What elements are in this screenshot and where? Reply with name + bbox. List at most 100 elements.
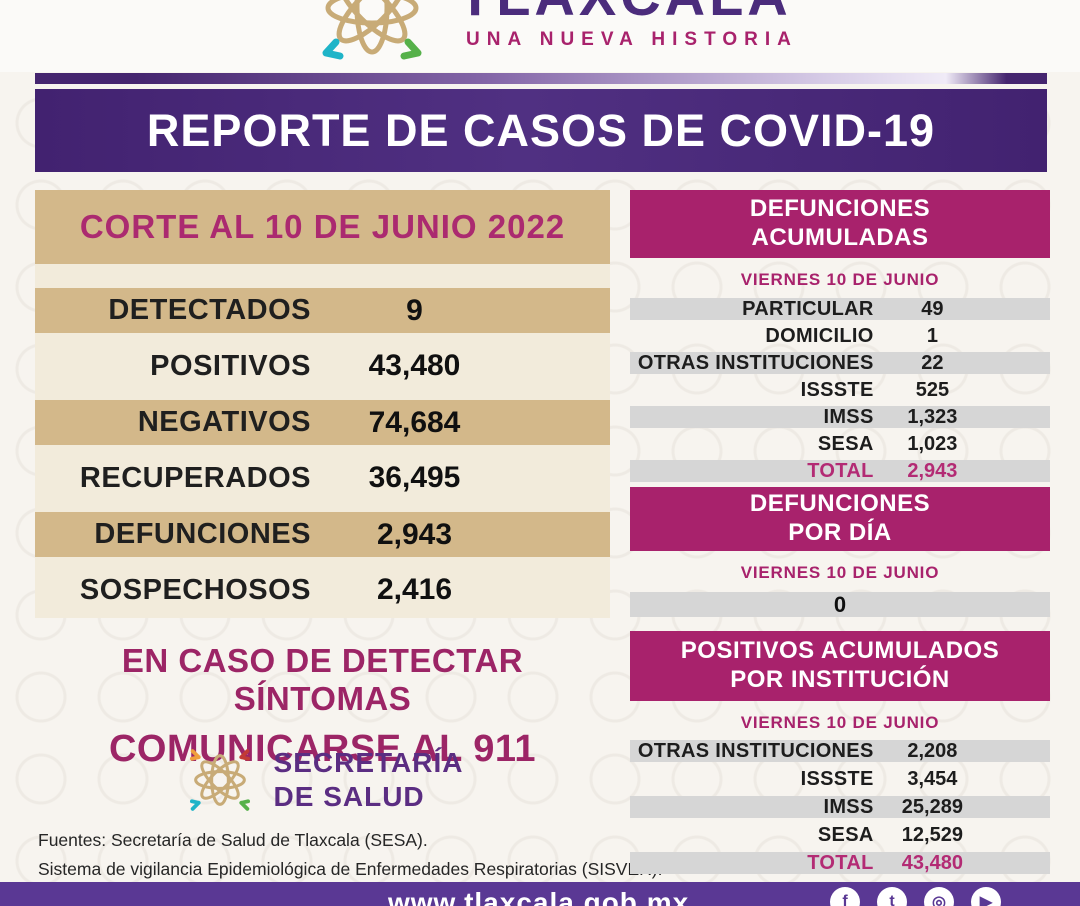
- sources-note: Fuentes: Secretaría de Salud de Tlaxcala…: [38, 826, 683, 884]
- row-label: SOSPECHOSOS: [79, 573, 311, 606]
- row-value: 49: [921, 297, 944, 320]
- twitter-icon[interactable]: t: [877, 887, 907, 906]
- decorative-gradient-stripe: [35, 73, 1047, 84]
- brand-tagline: UNA NUEVA HISTORIA: [466, 29, 798, 50]
- row-otras-instituciones: OTRAS INSTITUCIONES 22: [630, 352, 1050, 374]
- footer-website-link[interactable]: www.tlaxcala.gob.mx: [388, 887, 690, 906]
- row-total-deaths: TOTAL 2,943: [630, 460, 1050, 482]
- row-value: 12,529: [901, 823, 963, 846]
- deaths-accumulated-banner: DEFUNCIONES ACUMULADAS: [630, 190, 1050, 258]
- health-ministry-name: SECRETARÍA DE SALUD: [274, 746, 464, 813]
- health-ministry-logo: SECRETARÍA DE SALUD: [35, 742, 610, 818]
- row-value: 525: [915, 378, 950, 401]
- row-label: IMSS: [823, 405, 874, 428]
- brand-name: TLAXCALA: [458, 0, 792, 24]
- row-value: 43,480: [901, 851, 963, 874]
- row-label: OTRAS INSTITUCIONES: [637, 351, 874, 374]
- row-sesa: SESA 12,529: [630, 824, 1050, 846]
- stat-row-sospechosos: SOSPECHOSOS 2,416: [35, 562, 610, 618]
- stat-row-negativos: NEGATIVOS 74,684: [35, 394, 610, 450]
- row-value: 22: [921, 351, 944, 374]
- report-title-banner: REPORTE DE CASOS DE COVID-19: [35, 89, 1047, 172]
- banner-line1: POSITIVOS ACUMULADOS: [680, 637, 1000, 665]
- row-label: SESA: [817, 432, 874, 455]
- row-label: ISSSTE: [800, 378, 874, 401]
- row-issste: ISSSTE 3,454: [630, 768, 1050, 790]
- deaths-per-day-value: 0: [833, 591, 847, 617]
- ministry-line1: SECRETARÍA: [273, 747, 464, 779]
- cta-line2: COMUNICARSE AL 911: [108, 728, 537, 770]
- row-value: 2,943: [376, 517, 453, 551]
- symptoms-call-to-action: EN CASO DE DETECTAR SÍNTOMAS COMUNICARSE…: [35, 642, 610, 771]
- footer-bar: www.tlaxcala.gob.mx f t ◎ ▶: [0, 882, 1080, 906]
- row-value: 9: [406, 293, 423, 327]
- row-issste: ISSSTE 525: [630, 379, 1050, 401]
- sources-line2: Sistema de vigilancia Epidemiológica de …: [38, 858, 663, 879]
- row-value: 1: [926, 324, 938, 347]
- deaths-accumulated-date: VIERNES 10 DE JUNIO: [740, 270, 940, 289]
- stat-row-defunciones: DEFUNCIONES 2,943: [35, 506, 610, 562]
- row-label: POSITIVOS: [150, 349, 311, 382]
- row-label: TOTAL: [807, 459, 874, 482]
- banner-line1: DEFUNCIONES: [749, 490, 931, 518]
- page-header: TLAXCALA UNA NUEVA HISTORIA: [0, 0, 1080, 72]
- row-value: 1,323: [907, 405, 958, 428]
- row-imss: IMSS 1,323: [630, 406, 1050, 428]
- row-label: ISSSTE: [800, 767, 874, 790]
- row-label: DOMICILIO: [765, 324, 874, 347]
- row-label: DEFUNCIONES: [94, 518, 311, 550]
- row-label: RECUPERADOS: [79, 461, 311, 494]
- summary-panel: CORTE AL 10 DE JUNIO 2022 DETECTADOS 9 P…: [35, 190, 610, 618]
- row-value: 3,454: [907, 767, 958, 790]
- row-value: 36,495: [368, 461, 461, 494]
- row-label: OTRAS INSTITUCIONES: [637, 739, 874, 762]
- row-domicilio: DOMICILIO 1: [630, 325, 1050, 347]
- row-value: 2,416: [376, 573, 453, 606]
- banner-line2: POR DÍA: [788, 519, 892, 546]
- deaths-per-day-date: VIERNES 10 DE JUNIO: [740, 563, 940, 582]
- summary-panel-header: CORTE AL 10 DE JUNIO 2022: [35, 190, 610, 264]
- instagram-icon[interactable]: ◎: [924, 887, 954, 906]
- deaths-per-day-value-row: 0: [630, 592, 1050, 617]
- deaths-per-day-banner: DEFUNCIONES POR DÍA: [630, 487, 1050, 551]
- banner-line2: POR INSTITUCIÓN: [730, 666, 950, 693]
- tlaxcala-flower-icon: [322, 0, 422, 60]
- ministry-line2: DE SALUD: [273, 781, 425, 812]
- positives-by-institution-banner: POSITIVOS ACUMULADOS POR INSTITUCIÓN: [630, 631, 1050, 701]
- row-total-positives: TOTAL 43,480: [630, 852, 1050, 874]
- row-value: 2,208: [907, 739, 958, 762]
- report-title: REPORTE DE CASOS DE COVID-19: [146, 104, 936, 156]
- stat-row-detectados: DETECTADOS 9: [35, 282, 610, 338]
- statistics-sidebar: DEFUNCIONES ACUMULADAS VIERNES 10 DE JUN…: [630, 190, 1050, 880]
- salud-flower-icon: [189, 749, 250, 811]
- panel-spacer: [35, 264, 610, 282]
- row-value: 1,023: [907, 432, 958, 455]
- cta-line1: EN CASO DE DETECTAR SÍNTOMAS: [121, 642, 524, 717]
- row-label: SESA: [817, 823, 874, 846]
- banner-line2: ACUMULADAS: [751, 224, 929, 251]
- row-label: IMSS: [823, 795, 874, 818]
- facebook-icon[interactable]: f: [830, 887, 860, 906]
- row-value: 2,943: [907, 459, 958, 482]
- stat-row-positivos: POSITIVOS 43,480: [35, 338, 610, 394]
- row-label: DETECTADOS: [108, 294, 311, 326]
- row-otras-instituciones: OTRAS INSTITUCIONES 2,208: [630, 740, 1050, 762]
- row-value: 25,289: [901, 795, 963, 818]
- row-label: NEGATIVOS: [137, 406, 311, 438]
- positives-by-institution-table: OTRAS INSTITUCIONES 2,208 ISSSTE 3,454 I…: [630, 740, 1050, 874]
- row-particular: PARTICULAR 49: [630, 298, 1050, 320]
- row-sesa: SESA 1,023: [630, 433, 1050, 455]
- row-label: PARTICULAR: [742, 297, 874, 320]
- positives-date: VIERNES 10 DE JUNIO: [740, 713, 940, 732]
- row-label: TOTAL: [807, 851, 874, 874]
- row-imss: IMSS 25,289: [630, 796, 1050, 818]
- cutoff-date-title: CORTE AL 10 DE JUNIO 2022: [79, 208, 566, 245]
- youtube-icon[interactable]: ▶: [971, 887, 1001, 906]
- row-value: 74,684: [368, 405, 461, 439]
- row-value: 43,480: [368, 349, 461, 382]
- stat-row-recuperados: RECUPERADOS 36,495: [35, 450, 610, 506]
- social-icons: f t ◎ ▶: [830, 887, 1001, 906]
- sources-line1: Fuentes: Secretaría de Salud de Tlaxcala…: [38, 830, 428, 850]
- deaths-accumulated-table: PARTICULAR 49 DOMICILIO 1 OTRAS INSTITUC…: [630, 298, 1050, 482]
- banner-line1: DEFUNCIONES: [749, 195, 931, 223]
